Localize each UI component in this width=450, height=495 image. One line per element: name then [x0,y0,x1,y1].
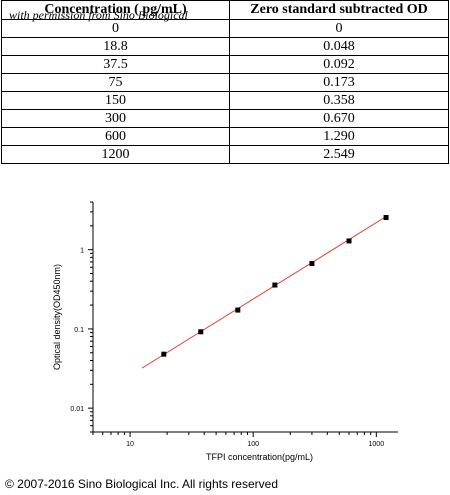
concentration-cell: 75 [1,73,230,92]
table-row: 150 0.358 [1,91,449,110]
y-tick-label: 0.1 [74,327,84,334]
x-tick-label: 10 [126,441,134,448]
y-tick-label: 0.01 [70,406,84,413]
concentration-cell: 37.5 [1,55,230,74]
data-point [235,307,241,313]
x-tick-label: 100 [247,441,259,448]
data-point [272,282,278,288]
od-cell: 0 [229,19,449,38]
y-axis-title: Optical density(OD450nm) [52,264,62,370]
column-header-od: Zero standard subtracted OD [229,0,449,20]
data-point [161,351,167,357]
od-cell: 0.670 [229,109,449,128]
table-row: 600 1.290 [1,127,449,146]
table-row: 37.5 0.092 [1,55,449,74]
table-row: 75 0.173 [1,73,449,92]
copyright-text: © 2007-2016 Sino Biological Inc. All rig… [5,477,278,491]
table-row: 300 0.670 [1,109,449,128]
x-axis-title: TFPI concentration(pg/mL) [206,452,313,462]
fit-line [141,215,387,369]
data-point [383,215,389,221]
column-header-concentration: Concentration ( pg/mL) [1,0,230,20]
table-row: 18.8 0.048 [1,37,449,56]
concentration-cell: 150 [1,91,230,110]
concentration-cell: 300 [1,109,230,128]
standard-curve-chart: 10 100 1000 0.01 0.1 1 TFPI concentration(pg/m… [52,201,398,462]
od-cell: 0.048 [229,37,449,56]
table-row: 1200 2.549 [1,145,449,164]
concentration-cell: 600 [1,127,230,146]
concentration-cell: 1200 [1,145,230,164]
permission-watermark: with permission from Sino Biological [9,8,188,22]
od-cell: 2.549 [229,145,449,164]
standard-curve-table: Concentration ( pg/mL) Zero standard sub… [1,0,449,164]
od-cell: 0.358 [229,91,449,110]
data-point [198,329,204,335]
od-cell: 0.173 [229,73,449,92]
od-cell: 1.290 [229,127,449,146]
table-header-row: Concentration ( pg/mL) Zero standard sub… [1,0,449,20]
concentration-cell: 18.8 [1,37,230,56]
y-tick-label: 1 [80,248,84,255]
od-cell: 0.092 [229,55,449,74]
data-point [309,260,315,266]
x-tick-label: 1000 [369,441,385,448]
data-point [346,238,352,244]
